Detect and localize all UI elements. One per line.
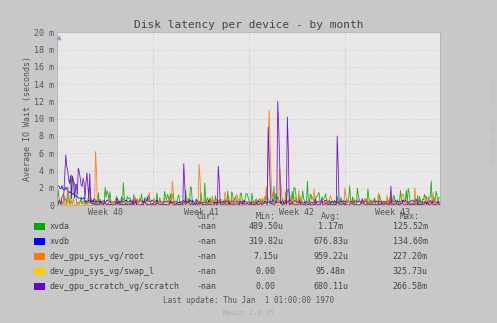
Text: xvda: xvda bbox=[50, 222, 70, 231]
Text: Last update: Thu Jan  1 01:00:00 1970: Last update: Thu Jan 1 01:00:00 1970 bbox=[163, 296, 334, 305]
Text: Munin 2.0.75: Munin 2.0.75 bbox=[223, 310, 274, 316]
Text: 680.11u: 680.11u bbox=[313, 282, 348, 291]
Text: Avg:: Avg: bbox=[321, 212, 340, 221]
Text: -nan: -nan bbox=[196, 267, 216, 276]
Text: 1.17m: 1.17m bbox=[318, 222, 343, 231]
Text: 134.60m: 134.60m bbox=[393, 237, 427, 246]
Text: 266.58m: 266.58m bbox=[393, 282, 427, 291]
Text: 325.73u: 325.73u bbox=[393, 267, 427, 276]
Y-axis label: Average IO Wait (seconds): Average IO Wait (seconds) bbox=[22, 56, 32, 181]
Text: -nan: -nan bbox=[196, 252, 216, 261]
Text: 959.22u: 959.22u bbox=[313, 252, 348, 261]
Text: -nan: -nan bbox=[196, 222, 216, 231]
Text: 489.50u: 489.50u bbox=[248, 222, 283, 231]
Title: Disk latency per device - by month: Disk latency per device - by month bbox=[134, 20, 363, 30]
Text: 0.00: 0.00 bbox=[256, 282, 276, 291]
Text: Cur:: Cur: bbox=[196, 212, 216, 221]
Text: Min:: Min: bbox=[256, 212, 276, 221]
Text: xvdb: xvdb bbox=[50, 237, 70, 246]
Text: dev_gpu_sys_vg/swap_l: dev_gpu_sys_vg/swap_l bbox=[50, 267, 155, 276]
Text: 0.00: 0.00 bbox=[256, 267, 276, 276]
Text: -nan: -nan bbox=[196, 282, 216, 291]
Text: 95.48n: 95.48n bbox=[316, 267, 345, 276]
Text: RRDTOOL / TOBI OETIKER: RRDTOOL / TOBI OETIKER bbox=[490, 81, 495, 164]
Text: dev_gpu_sys_vg/root: dev_gpu_sys_vg/root bbox=[50, 252, 145, 261]
Text: 227.20m: 227.20m bbox=[393, 252, 427, 261]
Text: -nan: -nan bbox=[196, 237, 216, 246]
Text: 319.82u: 319.82u bbox=[248, 237, 283, 246]
Text: Max:: Max: bbox=[400, 212, 420, 221]
Text: 676.83u: 676.83u bbox=[313, 237, 348, 246]
Text: 7.15u: 7.15u bbox=[253, 252, 278, 261]
Text: dev_gpu_scratch_vg/scratch: dev_gpu_scratch_vg/scratch bbox=[50, 282, 180, 291]
Text: 125.52m: 125.52m bbox=[393, 222, 427, 231]
